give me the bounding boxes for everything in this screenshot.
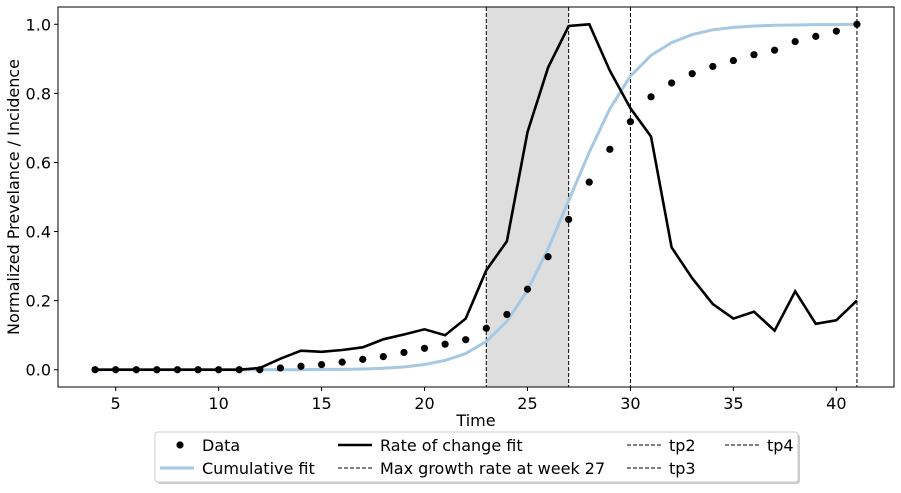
ticks-layer: 5 10 15 20 25 30 35 40 0.0 0.2 0.4 0.6 0.8 1.0 (26, 15, 847, 413)
legend-label-tp2: tp2 (669, 436, 696, 455)
data-point-41 (853, 20, 861, 28)
data-point-22 (462, 336, 470, 344)
data-point-39 (812, 32, 820, 40)
data-point-5 (112, 366, 120, 374)
legend-label-data: Data (202, 436, 240, 455)
y-tick-label: 1.0 (26, 15, 51, 34)
x-tick-label: 25 (517, 394, 537, 413)
data-point-24 (503, 310, 511, 319)
legend-label-max-growth: Max growth rate at week 27 (380, 459, 605, 478)
data-point-35 (729, 56, 737, 65)
data-point-10 (215, 366, 223, 374)
data-point-26 (544, 253, 552, 261)
data-point-36 (750, 51, 758, 59)
data-point-40 (832, 27, 840, 35)
legend-marker-data (176, 441, 184, 449)
data-point-25 (523, 285, 532, 293)
data-point-30 (626, 118, 635, 126)
data-point-15 (317, 360, 326, 369)
y-tick-label: 0.4 (26, 223, 51, 242)
data-point-18 (379, 353, 387, 361)
legend-box (154, 431, 799, 483)
legend: Data Cumulative fit Rate of change fit M… (154, 431, 800, 484)
shaded-region-layer (486, 7, 569, 387)
legend-label-tp3: tp3 (669, 459, 696, 478)
data-point-29 (606, 145, 614, 153)
y-tick-label: 0.6 (26, 153, 51, 172)
x-tick-label: 30 (620, 394, 640, 413)
data-point-32 (668, 79, 676, 87)
y-axis-label: Normalized Prevelance / Incidence (4, 59, 23, 335)
x-tick-label: 15 (311, 394, 331, 413)
legend-label-tp4: tp4 (767, 436, 794, 455)
series-layer (91, 20, 861, 374)
data-point-21 (441, 340, 449, 348)
data-point-31 (647, 93, 655, 101)
data-point-20 (420, 344, 429, 352)
data-point-17 (359, 355, 367, 363)
legend-label-cumulative-fit: Cumulative fit (202, 459, 315, 478)
data-point-13 (276, 364, 284, 372)
data-point-33 (688, 70, 696, 78)
shaded-region (486, 7, 569, 387)
data-point-23 (482, 324, 490, 332)
data-point-6 (132, 366, 140, 374)
x-tick-label: 40 (826, 394, 846, 413)
legend-label-rate-of-change-fit: Rate of change fit (380, 436, 523, 455)
data-point-27 (565, 215, 573, 224)
data-point-16 (338, 358, 346, 366)
y-tick-label: 0.2 (26, 292, 51, 311)
data-point-11 (235, 366, 243, 374)
x-axis-label: Time (455, 411, 495, 430)
data-point-12 (256, 366, 264, 374)
x-tick-label: 5 (111, 394, 121, 413)
data-point-34 (709, 62, 717, 71)
x-tick-label: 20 (414, 394, 434, 413)
data-point-8 (173, 366, 182, 374)
data-point-14 (297, 362, 305, 370)
plot-frame (57, 6, 895, 388)
x-tick-label: 35 (723, 394, 743, 413)
data-point-37 (770, 46, 779, 54)
data-point-28 (585, 178, 593, 186)
data-point-19 (400, 348, 408, 357)
data-point-4 (91, 366, 99, 374)
data-point-7 (153, 366, 161, 374)
y-tick-label: 0.8 (26, 84, 51, 103)
y-tick-label: 0.0 (26, 361, 51, 380)
series-line-cumulative-fit (95, 22, 857, 372)
x-tick-label: 10 (208, 394, 228, 413)
data-point-9 (194, 366, 202, 374)
series-line-rate-of-change-fit (95, 22, 858, 372)
data-point-38 (791, 37, 799, 46)
